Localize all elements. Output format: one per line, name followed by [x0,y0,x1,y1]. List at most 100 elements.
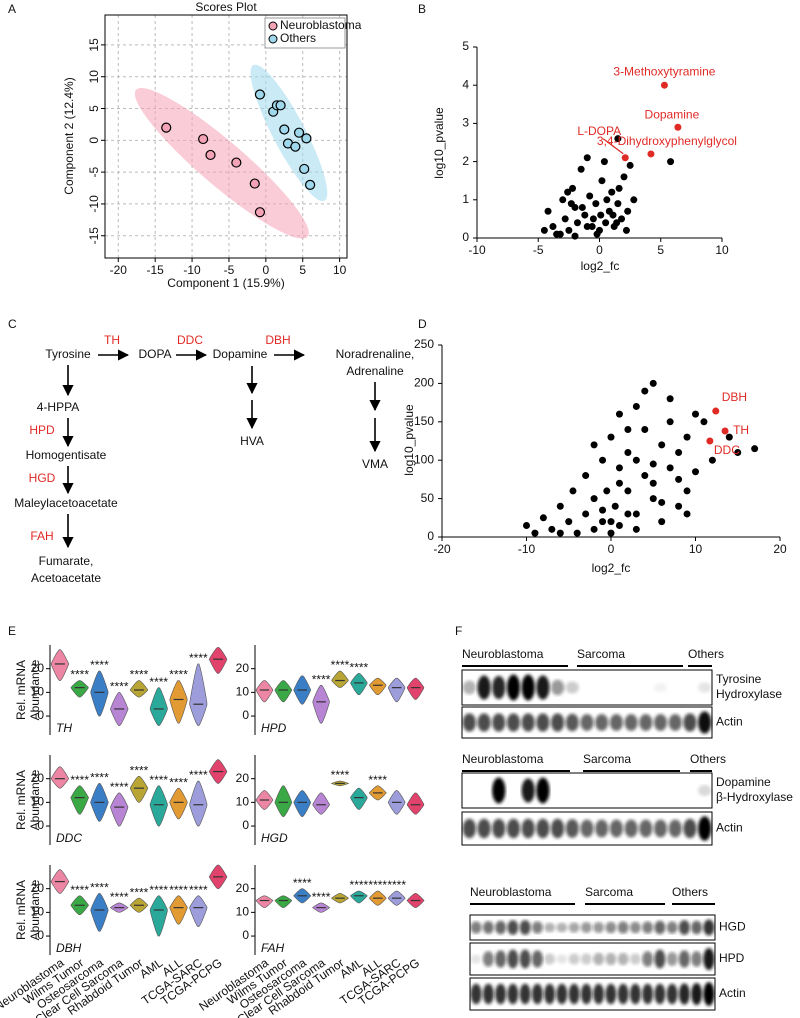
blot-label: Tyrosine [716,672,762,686]
blot-band [544,953,556,965]
blot-frame [469,914,716,941]
data-point [692,468,699,476]
enzyme-label: FAH [30,529,53,543]
data-point [609,211,617,219]
data-point [658,441,666,449]
blot-band [462,713,476,732]
blot-label: Dopamine [716,775,771,789]
pathway-node: VMA [362,457,388,471]
data-point [599,456,607,464]
data-point [632,510,640,518]
data-point [615,410,623,418]
blot-group-label: Neuroblastoma [470,885,552,899]
y-tick-label: 0 [37,818,44,832]
data-point [299,163,310,175]
y-tick-label: 1 [462,192,469,206]
blot-band [507,983,519,1005]
point-label: DDC [714,443,740,457]
blot-band [703,947,715,971]
gene-label: HGD [261,831,288,845]
x-tick-label: 10 [689,542,703,556]
blot-band [536,713,550,732]
violin [90,893,109,932]
blot-band [470,954,482,964]
data-point [734,449,742,457]
blot-band [521,818,535,839]
y-tick-label: 0 [37,708,44,722]
blot-group-label: Sarcoma [583,752,631,766]
panel-label: A [8,2,16,16]
blot-band [506,674,521,701]
blot-band [703,982,715,1006]
y-axis-label: log10_pvalue [432,107,446,179]
pathway-node: Adrenaline [346,364,404,378]
x-tick-label: -5 [533,243,544,257]
blot-band [629,953,641,965]
y-tick-label: 4 [462,77,469,91]
significance-label: **** [189,768,208,782]
significance-label: **** [169,775,188,789]
blot-band [556,922,568,933]
y-tick-label: 10 [31,685,45,699]
blot-band [536,777,550,804]
y-tick-label: 20 [31,881,45,895]
significance-label: **** [189,883,208,897]
x-tick-label: -5 [224,263,235,277]
blot-band [605,952,617,966]
blot-band [568,983,580,1005]
data-point [615,464,623,472]
data-point [564,188,572,196]
data-point [683,487,691,495]
blot-band [580,922,592,933]
x-axis-label: Component 1 (15.9%) [167,276,284,290]
blot-band [544,983,556,1005]
data-point [624,449,632,457]
data-point [621,154,629,162]
pathway-node: HVA [240,434,264,448]
violin [369,677,387,696]
violin [70,785,89,815]
violin [255,680,274,703]
blot-band [691,951,703,967]
blot-band [668,819,682,838]
significance-label: **** [110,780,129,794]
data-point [544,207,552,215]
data-point [675,502,683,510]
panel-label: F [455,624,462,638]
data-point [583,154,591,162]
confidence-ellipse [134,87,309,239]
data-point [254,207,266,218]
significance-label: **** [350,661,369,675]
data-point [632,402,640,410]
blot-band [683,713,697,732]
y-tick-label: 10 [31,795,45,809]
significance-label: **** [149,773,168,787]
data-point [666,418,674,426]
enzyme-label: HPD [29,423,55,437]
y-tick-label: 10 [236,795,250,809]
data-point [598,177,606,185]
blot-band [653,682,668,693]
blot-band [580,983,592,1005]
y-tick-label: 50 [421,491,435,505]
data-point [649,379,657,387]
y-tick-label: 20 [31,661,45,675]
blot-label: HGD [719,920,746,934]
blot-band [639,819,653,838]
data-point [582,472,590,480]
violin [169,787,188,820]
y-tick-label: 20 [31,771,45,785]
blot-band [492,777,506,804]
data-point [603,196,611,204]
data-point [254,89,266,100]
leader-line [602,138,624,155]
pathway-node: Maleylacetoacetate [14,496,118,510]
gene-label: FAH [261,941,284,955]
violin [255,895,274,908]
y-tick-label: 20 [236,661,250,675]
data-point [523,521,530,529]
blot-band [482,951,494,967]
y-tick-label: -10 [87,195,101,213]
violin [274,785,293,817]
significance-label: **** [90,881,109,895]
